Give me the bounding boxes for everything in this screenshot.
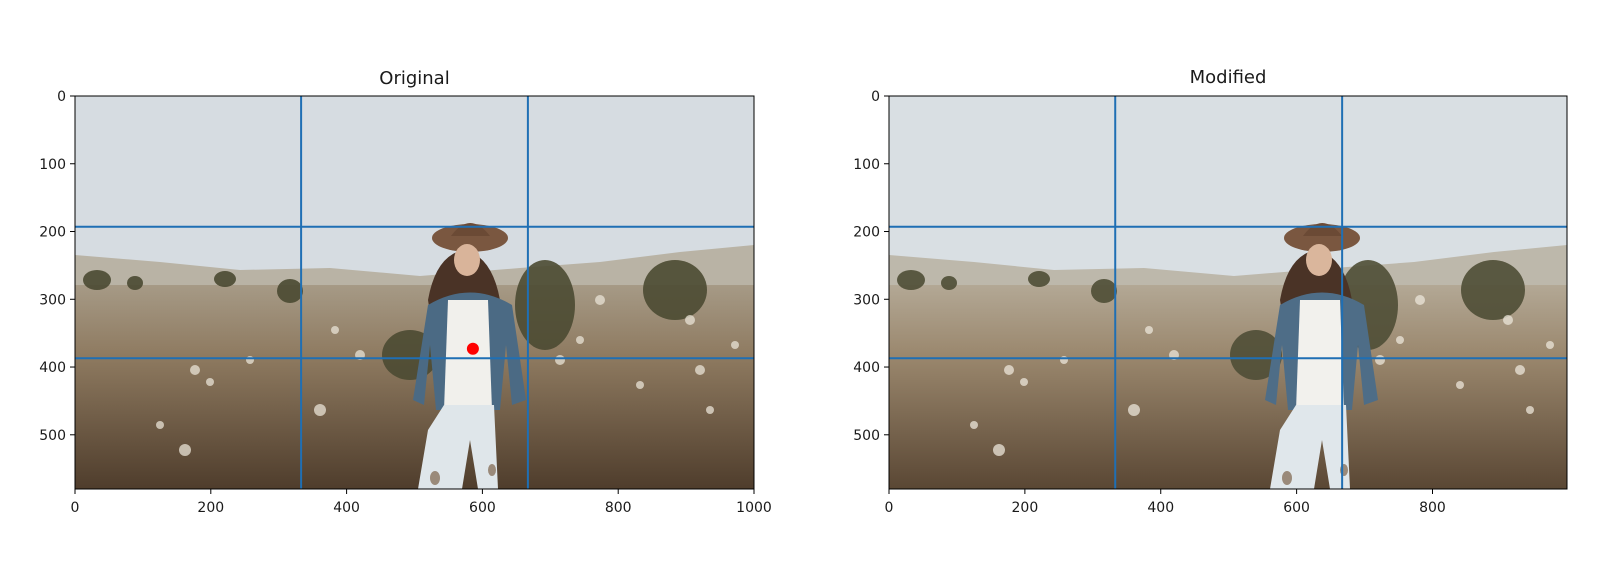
modified-axes-frame [888,95,1568,490]
woman-figure-modified [1265,223,1378,489]
original-axes-frame [74,95,755,490]
y-tick-label: 500 [853,428,880,444]
y-tick-label: 400 [853,360,880,376]
x-tick-label: 600 [1283,500,1310,516]
x-tick-label: 0 [885,500,894,516]
x-tick-label: 200 [197,500,224,516]
y-tick-label: 500 [39,428,66,444]
x-tick-label: 0 [71,500,80,516]
x-tick-label: 400 [1147,500,1174,516]
original-photo [75,96,754,489]
y-tick-label: 100 [853,157,880,173]
y-tick-label: 300 [853,292,880,308]
original-title: Original [379,68,449,89]
x-tick-label: 400 [333,500,360,516]
y-tick-label: 200 [39,225,66,241]
original-x-ticks: 0 200 400 600 800 1000 [71,489,772,516]
modified-y-ticks: 0 100 200 300 400 500 [853,89,889,444]
x-tick-label: 600 [469,500,496,516]
modified-grid-lines [889,96,1567,489]
original-y-ticks: 0 100 200 300 400 500 [39,89,75,444]
original-markers [466,342,479,355]
y-tick-label: 0 [57,89,66,105]
x-tick-label: 800 [605,500,632,516]
x-tick-label: 1000 [736,500,772,516]
y-tick-label: 300 [39,292,66,308]
original-panel: Original [39,68,772,516]
highlight-point [466,342,479,355]
x-tick-label: 800 [1419,500,1446,516]
modified-panel: Modified [853,67,1568,516]
modified-photo [889,96,1567,489]
y-tick-label: 400 [39,360,66,376]
x-tick-label: 200 [1012,500,1039,516]
y-tick-label: 200 [853,225,880,241]
woman-figure [413,223,526,489]
modified-x-ticks: 0 200 400 600 800 [885,489,1446,516]
y-tick-label: 100 [39,157,66,173]
original-grid-lines [75,96,754,489]
y-tick-label: 0 [871,89,880,105]
modified-title: Modified [1190,67,1267,88]
